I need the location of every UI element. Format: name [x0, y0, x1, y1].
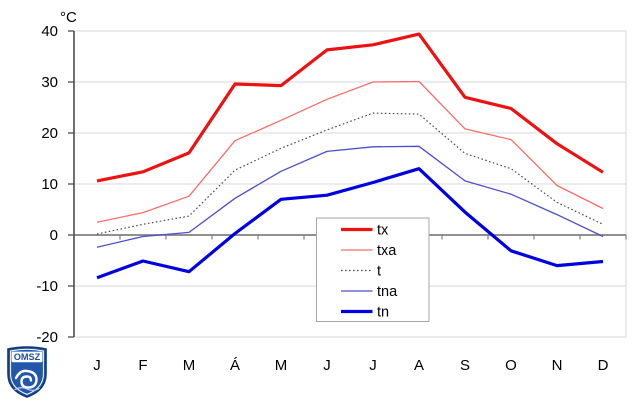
legend-label-tna: tna: [377, 284, 398, 300]
y-tick-label-10: 10: [41, 176, 58, 193]
y-tick-label--10: -10: [36, 278, 58, 295]
x-tick-label-0: J: [93, 357, 101, 374]
x-tick-label-9: O: [505, 357, 517, 374]
legend-label-tn: tn: [377, 304, 389, 320]
legend-label-tx: tx: [377, 222, 389, 238]
series-line-txa: [96, 80, 604, 223]
legend-label-txa: txa: [377, 243, 397, 259]
y-tick-label-0: 0: [50, 227, 58, 244]
x-tick-label-7: A: [414, 357, 424, 374]
x-tick-label-11: D: [598, 357, 609, 374]
x-tick-label-6: J: [369, 357, 377, 374]
x-tick-label-1: F: [138, 357, 147, 374]
omsz-logo-text: OMSZ: [14, 352, 41, 362]
series-line-tna: [96, 145, 604, 248]
series-line-t: [96, 112, 604, 235]
omsz-logo-wave-icon: [14, 369, 38, 389]
y-tick-label-40: 40: [41, 23, 58, 40]
x-tick-label-4: M: [275, 357, 288, 374]
omsz-logo-banner: [11, 351, 43, 363]
x-tick-label-5: J: [323, 357, 331, 374]
y-axis-unit-label: °C: [60, 9, 77, 26]
x-tick-label-8: S: [460, 357, 470, 374]
legend-label-t: t: [377, 263, 381, 279]
y-tick-label--20: -20: [36, 329, 58, 346]
series-line-tn: [96, 167, 604, 280]
series-line-tx: [96, 32, 604, 183]
legend-box: [316, 217, 430, 322]
x-tick-label-2: M: [183, 357, 196, 374]
y-tick-label-20: 20: [41, 125, 58, 142]
x-tick-label-3: Á: [230, 357, 240, 374]
omsz-logo-wave-underline: [14, 387, 40, 391]
omsz-logo: OMSZ: [7, 346, 47, 398]
y-tick-label-30: 30: [41, 74, 58, 91]
omsz-logo-inner-border: [10, 348, 44, 395]
x-tick-label-10: N: [552, 357, 563, 374]
